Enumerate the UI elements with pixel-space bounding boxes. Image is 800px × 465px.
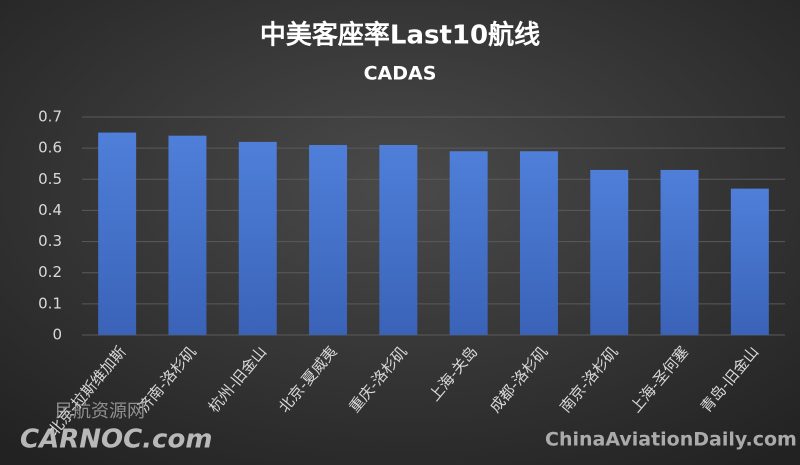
- chart-subtitle: CADAS: [364, 63, 437, 85]
- bar: [98, 132, 137, 335]
- bar: [168, 135, 207, 335]
- y-tick-label: 0.3: [38, 232, 62, 250]
- watermark: ChinaAviationDaily.com: [545, 429, 797, 451]
- chart-title: 中美客座率Last10航线: [260, 20, 540, 51]
- bar: [449, 151, 488, 335]
- y-tick-label: 0.5: [38, 170, 62, 188]
- y-tick-label: 0.6: [38, 139, 62, 157]
- watermark: 民航资源网: [55, 401, 145, 422]
- y-tick-label: 0.2: [38, 263, 62, 281]
- y-tick-label: 0.4: [38, 201, 62, 219]
- bar: [660, 169, 699, 335]
- bar: [309, 145, 348, 335]
- bar: [730, 188, 769, 335]
- watermark: CARNOC.com: [20, 425, 212, 455]
- bar: [238, 141, 277, 335]
- y-tick-label: 0.7: [38, 108, 62, 126]
- y-tick-label: 0: [52, 326, 62, 344]
- bar: [590, 169, 629, 335]
- y-tick-label: 0.1: [38, 294, 62, 312]
- bar: [379, 145, 418, 335]
- bar: [519, 151, 558, 335]
